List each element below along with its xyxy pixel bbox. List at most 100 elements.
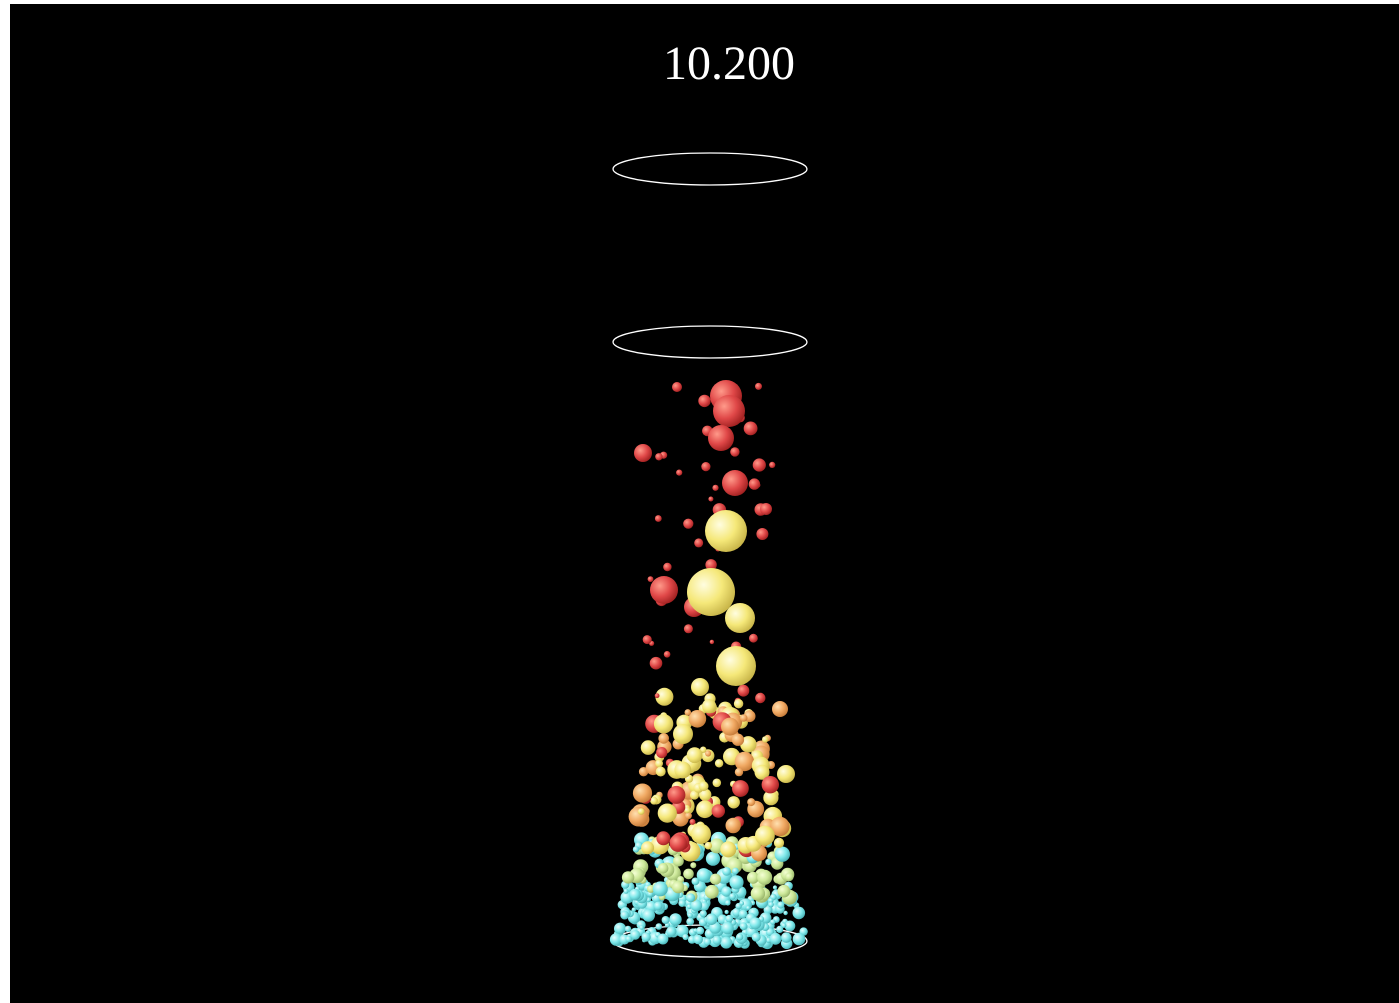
particle [720, 936, 733, 949]
particle [674, 761, 692, 779]
particle [667, 785, 686, 804]
particle [711, 804, 725, 818]
particle [642, 635, 652, 645]
particle [773, 837, 785, 849]
particle [630, 930, 641, 940]
particle [614, 922, 626, 935]
particle [623, 888, 629, 894]
particle [652, 881, 668, 897]
particle [672, 382, 682, 392]
particle [688, 710, 707, 728]
particle [763, 905, 773, 915]
particle [609, 933, 623, 946]
particle [781, 923, 787, 928]
particle [653, 714, 674, 734]
particle [720, 841, 737, 858]
particle [762, 736, 769, 743]
particle [714, 759, 724, 768]
particle [777, 765, 795, 783]
particle [760, 503, 772, 515]
particle [629, 888, 641, 901]
particle [724, 909, 729, 915]
particle [639, 925, 644, 930]
particle [774, 846, 790, 862]
particle [770, 919, 776, 925]
particle [683, 518, 694, 529]
particle [696, 926, 705, 935]
particle [658, 733, 669, 744]
particle [696, 800, 714, 819]
particle [634, 444, 652, 462]
particle [637, 808, 645, 815]
particle [699, 910, 707, 918]
particle [769, 461, 776, 468]
particle [763, 790, 779, 806]
particle [666, 926, 677, 937]
particle [712, 935, 722, 945]
particle [691, 678, 709, 696]
particle [768, 898, 774, 903]
particle [704, 841, 713, 850]
particle [701, 462, 711, 472]
particle [749, 633, 758, 643]
particle [743, 421, 758, 436]
particle [656, 831, 671, 846]
particle [770, 816, 790, 837]
particle [733, 699, 744, 709]
particle [687, 568, 735, 616]
particle [620, 910, 630, 920]
particle [721, 921, 734, 935]
particle [734, 751, 755, 772]
simulation-viewport[interactable]: 10.200 [10, 4, 1399, 1003]
particle [686, 747, 703, 764]
particle [655, 923, 663, 930]
top-ring [612, 152, 808, 186]
particle [765, 858, 772, 866]
particle [657, 863, 669, 874]
particle [755, 382, 762, 390]
particle [632, 846, 640, 853]
particle [678, 899, 686, 907]
particle [657, 803, 677, 823]
particle [732, 780, 749, 797]
particle [712, 778, 722, 788]
particle [642, 908, 655, 922]
particle [684, 709, 692, 716]
particle [732, 867, 739, 875]
particle [721, 717, 739, 736]
particle [722, 470, 748, 496]
particle [781, 932, 792, 943]
particle [792, 932, 806, 946]
particle [655, 687, 674, 706]
particle [691, 877, 700, 886]
particle [676, 469, 683, 476]
particle [769, 932, 782, 945]
particle [705, 913, 718, 925]
particle [705, 559, 717, 571]
particle [729, 893, 736, 900]
particle [716, 646, 756, 686]
particle [686, 917, 695, 926]
particle [755, 825, 775, 846]
particle [691, 823, 711, 844]
particle [772, 701, 788, 717]
particle [655, 453, 663, 461]
particle [713, 395, 745, 427]
particle [647, 576, 654, 582]
particle [686, 904, 692, 910]
particle [632, 783, 653, 803]
particle [689, 818, 696, 825]
particle [708, 425, 734, 451]
particle [687, 912, 693, 919]
particle [754, 764, 770, 780]
particle [712, 484, 719, 491]
particle [734, 767, 744, 777]
particle [761, 776, 779, 794]
particle [698, 781, 709, 792]
particle [747, 798, 756, 807]
particle [694, 538, 704, 548]
particle [722, 867, 731, 876]
particle [654, 693, 660, 699]
particle [729, 875, 744, 890]
particle [625, 935, 632, 943]
